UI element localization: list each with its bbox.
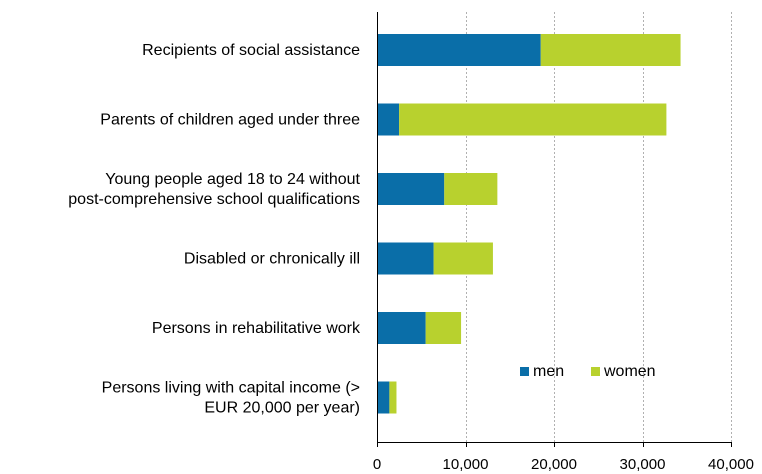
category-label-1: Parents of children aged under three [100,112,360,129]
bar-men-1 [377,103,400,136]
x-tick-label-0: 0 [373,456,381,473]
category-label-2-line-0: Young people aged 18 to 24 without [105,171,360,188]
x-tick-label-30000: 30,000 [620,456,666,473]
bar-women-0 [540,34,681,66]
bar-men-2 [377,173,445,205]
x-tick-label-20000: 20,000 [531,456,577,473]
legend: men women [520,363,656,380]
category-label-5-line-0: Persons living with capital income (> [102,380,360,397]
axes [377,12,732,447]
legend-label-men: men [533,363,564,380]
category-label-3: Disabled or chronically ill [184,251,360,268]
legend-swatch-women [591,367,600,376]
bar-women-2 [444,173,498,205]
category-labels: Recipients of social assistance Parents o… [68,42,361,417]
bar-women-3 [433,242,493,275]
x-tick-label-10000: 10,000 [443,456,489,473]
category-label-4: Persons in rehabilitative work [152,320,361,337]
bars [377,34,681,414]
category-label-0: Recipients of social assistance [142,42,360,59]
bar-men-5 [377,381,390,414]
x-tick-labels: 0 10,000 20,000 30,000 40,000 [373,456,754,473]
bar-women-5 [389,381,397,414]
bar-men-0 [377,34,541,66]
category-label-2-line-1: post-comprehensive school qualifications [68,191,360,208]
category-label-5-line-1: EUR 20,000 per year) [204,400,360,417]
legend-label-women: women [603,363,656,380]
bar-women-1 [399,103,667,136]
bar-men-4 [377,312,426,344]
gridlines [466,12,732,442]
bar-men-3 [377,242,434,275]
legend-swatch-men [520,367,529,376]
bar-women-4 [425,312,462,344]
x-tick-label-40000: 40,000 [708,456,754,473]
